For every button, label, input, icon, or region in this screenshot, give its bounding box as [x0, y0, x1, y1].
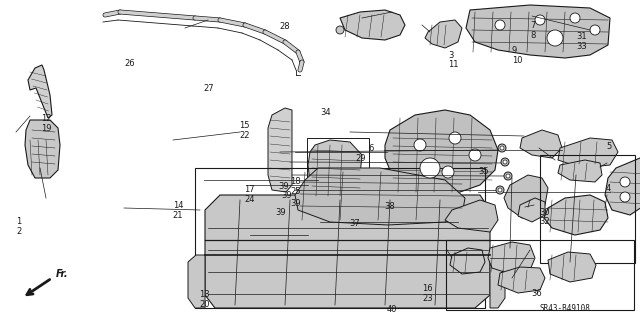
- Polygon shape: [544, 195, 608, 235]
- Text: 29: 29: [355, 154, 365, 163]
- Text: 38: 38: [384, 202, 395, 211]
- Polygon shape: [518, 198, 545, 222]
- Polygon shape: [548, 252, 596, 282]
- Circle shape: [442, 166, 454, 178]
- Text: 16
23: 16 23: [422, 284, 433, 303]
- Text: 39: 39: [278, 182, 289, 191]
- Text: 30
32: 30 32: [540, 208, 550, 226]
- Text: 15
22: 15 22: [239, 122, 250, 140]
- Text: 1
2: 1 2: [16, 217, 21, 236]
- Circle shape: [495, 20, 505, 30]
- Circle shape: [504, 172, 512, 180]
- Polygon shape: [385, 110, 498, 195]
- Text: 28: 28: [280, 22, 290, 31]
- Text: 12
19: 12 19: [41, 115, 51, 133]
- Text: 39: 39: [282, 191, 292, 200]
- Polygon shape: [268, 108, 292, 192]
- Text: 34: 34: [320, 108, 331, 117]
- Text: 7
8: 7 8: [530, 21, 535, 40]
- Circle shape: [496, 186, 504, 194]
- Polygon shape: [28, 65, 52, 118]
- Polygon shape: [490, 255, 505, 308]
- Circle shape: [449, 132, 461, 144]
- Text: 35: 35: [479, 167, 490, 176]
- Text: 18
25: 18 25: [290, 177, 301, 196]
- Circle shape: [500, 146, 504, 150]
- Circle shape: [620, 192, 630, 202]
- Text: 17
24: 17 24: [244, 185, 255, 204]
- Bar: [540, 155, 635, 263]
- Text: 39: 39: [275, 208, 286, 217]
- Polygon shape: [295, 168, 465, 225]
- Polygon shape: [488, 242, 535, 274]
- Polygon shape: [498, 267, 545, 293]
- Circle shape: [414, 139, 426, 151]
- Text: 3
11: 3 11: [448, 51, 458, 69]
- Polygon shape: [308, 140, 362, 198]
- Circle shape: [501, 158, 509, 166]
- Polygon shape: [520, 130, 562, 158]
- Circle shape: [535, 15, 545, 25]
- Text: 13
20: 13 20: [200, 290, 210, 308]
- Text: 5: 5: [606, 142, 611, 151]
- Bar: [446, 240, 634, 310]
- Text: 26: 26: [125, 59, 136, 68]
- Polygon shape: [466, 5, 610, 58]
- Polygon shape: [425, 20, 462, 48]
- Polygon shape: [504, 175, 548, 218]
- Polygon shape: [558, 138, 618, 168]
- Polygon shape: [205, 195, 490, 308]
- Polygon shape: [605, 158, 640, 215]
- Text: 31
33: 31 33: [576, 32, 587, 51]
- Circle shape: [570, 13, 580, 23]
- Bar: [307, 138, 369, 233]
- Text: 9
10: 9 10: [512, 47, 522, 65]
- Text: 27: 27: [204, 84, 214, 93]
- Circle shape: [498, 188, 502, 192]
- Polygon shape: [25, 120, 60, 178]
- Text: 36: 36: [531, 289, 542, 298]
- Circle shape: [620, 177, 630, 187]
- Text: SR43-B49108: SR43-B49108: [540, 304, 591, 313]
- Polygon shape: [558, 160, 602, 182]
- Text: 6: 6: [368, 144, 373, 153]
- Text: 40: 40: [387, 305, 397, 314]
- Text: Fr.: Fr.: [56, 269, 68, 279]
- Polygon shape: [340, 10, 405, 40]
- Circle shape: [547, 30, 563, 46]
- Circle shape: [336, 26, 344, 34]
- Circle shape: [498, 144, 506, 152]
- Text: 4: 4: [606, 184, 611, 193]
- Circle shape: [590, 25, 600, 35]
- Polygon shape: [450, 248, 485, 274]
- Circle shape: [506, 174, 510, 178]
- Circle shape: [420, 158, 440, 178]
- Text: 39: 39: [290, 199, 301, 208]
- Text: 37: 37: [349, 219, 360, 228]
- Text: 14
21: 14 21: [173, 201, 183, 220]
- Polygon shape: [445, 200, 498, 232]
- Polygon shape: [188, 255, 205, 308]
- Circle shape: [503, 160, 507, 164]
- Bar: [195, 168, 485, 308]
- Circle shape: [469, 149, 481, 161]
